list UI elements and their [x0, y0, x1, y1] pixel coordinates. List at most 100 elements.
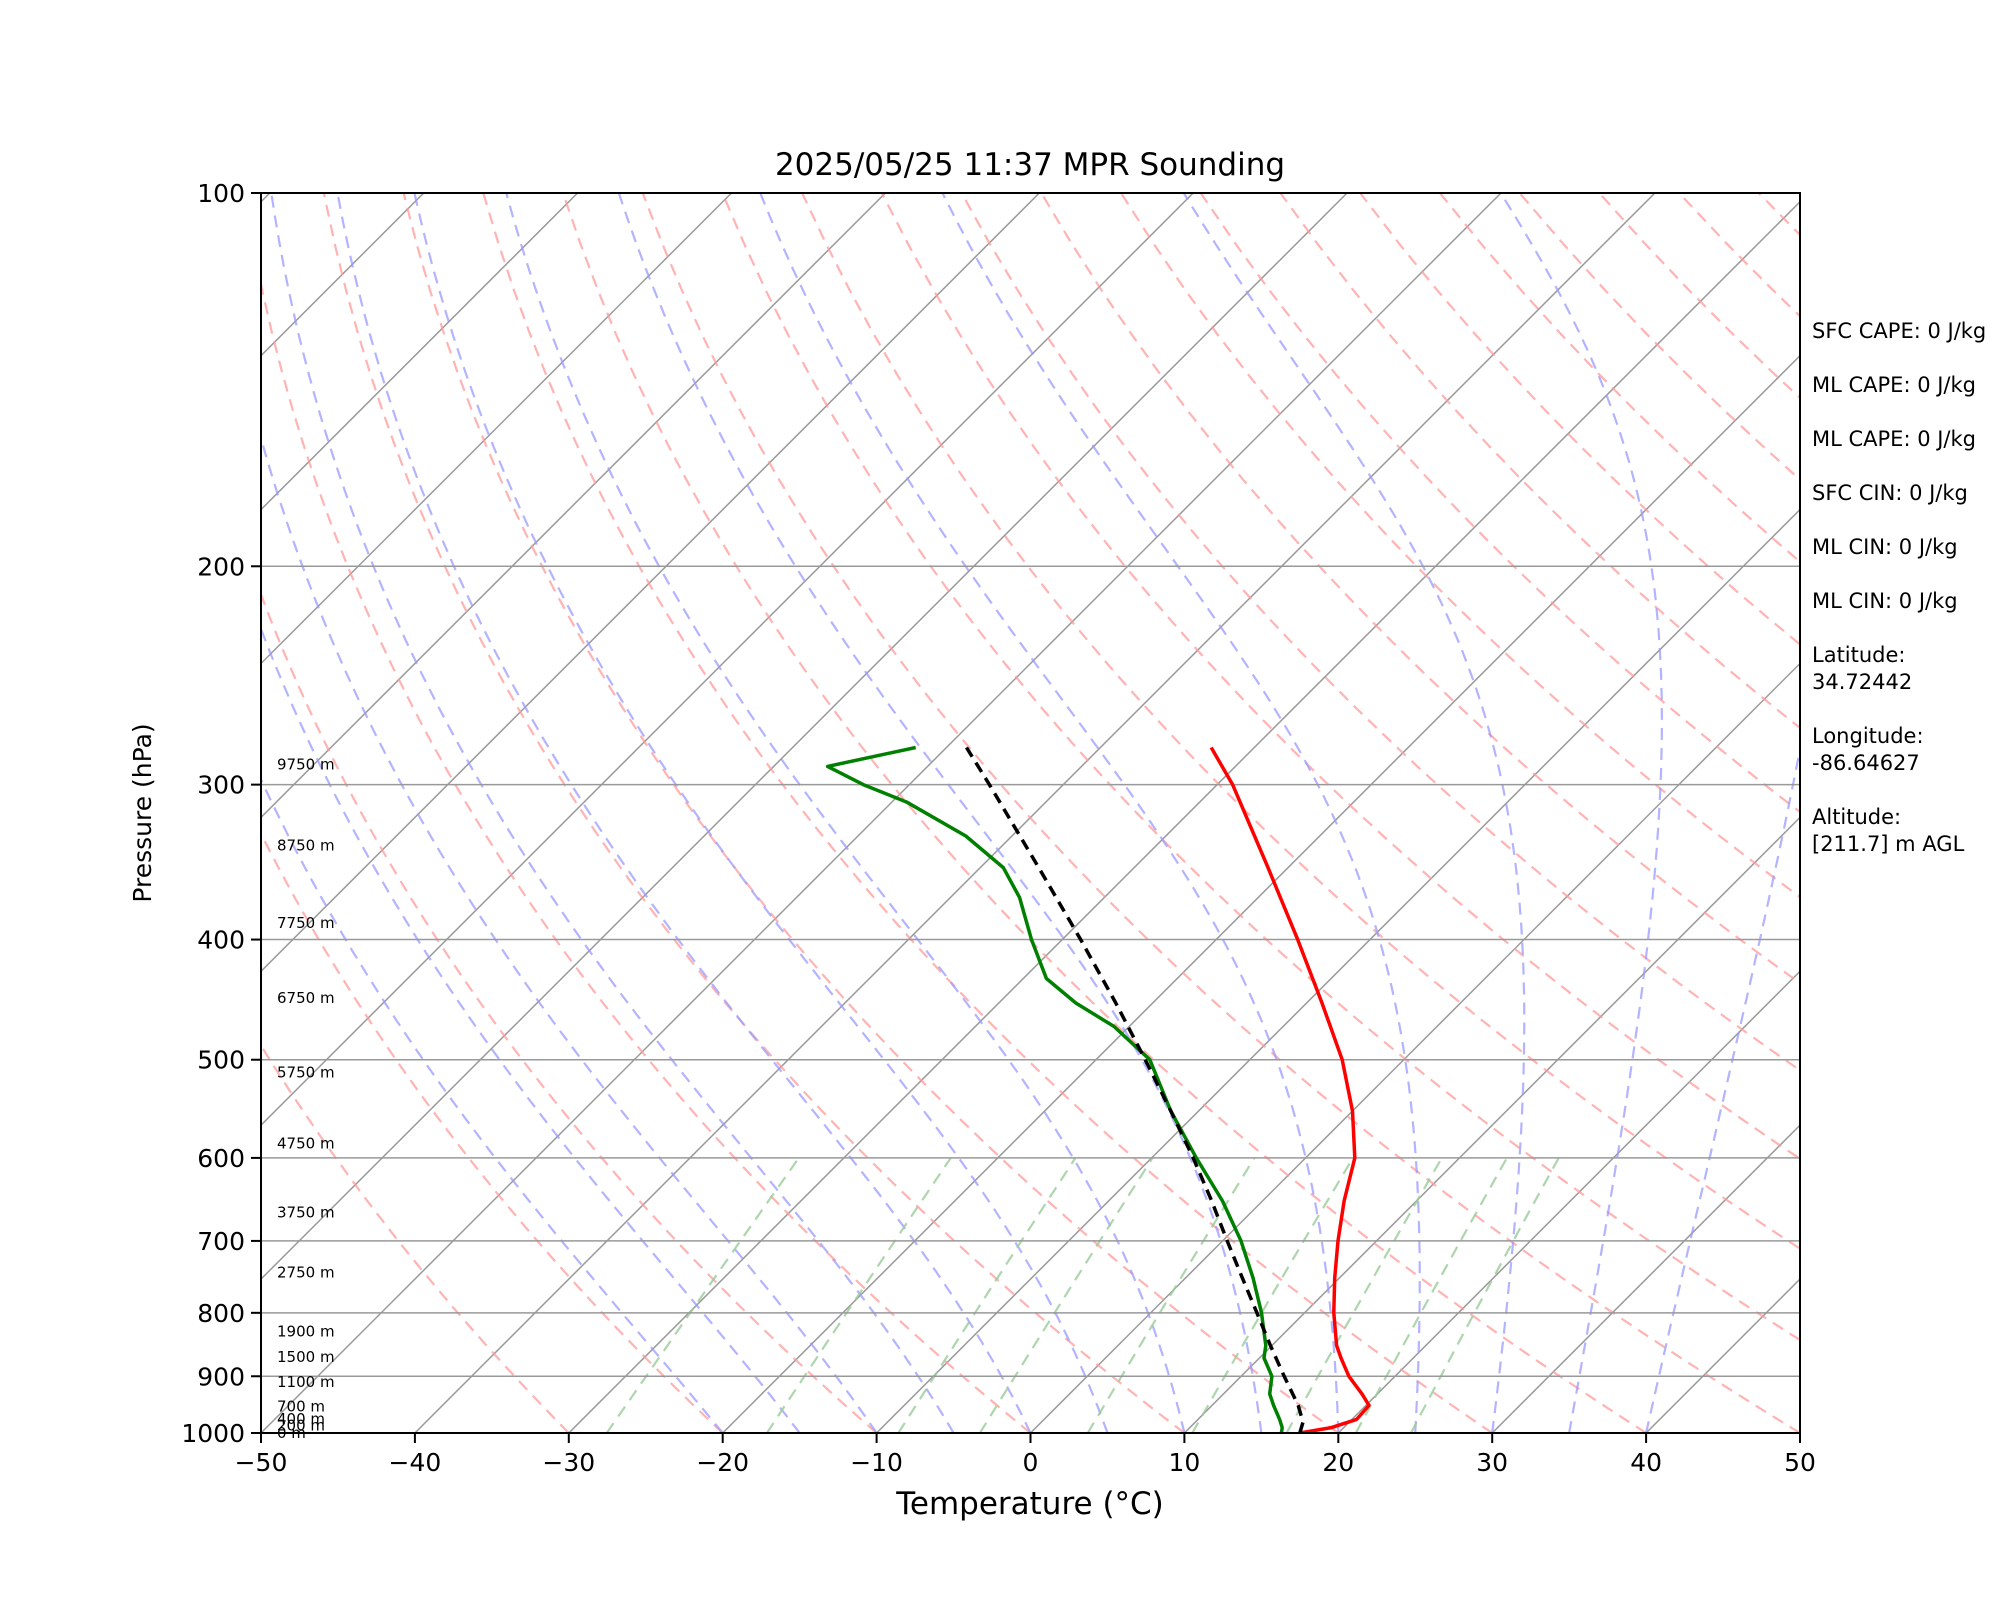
moist-adiabat — [505, 193, 1186, 1433]
isotherm-line — [1337, 970, 1800, 1433]
isotherm-line — [261, 193, 579, 511]
isotherm-line — [261, 193, 733, 665]
x-tick-label: 20 — [1322, 1448, 1354, 1477]
height-label: 700 m — [277, 1398, 325, 1416]
moist-adiabat — [336, 193, 1032, 1433]
moist-adiabat — [261, 626, 801, 1433]
height-label: 6750 m — [277, 989, 335, 1007]
dry-adiabat — [641, 193, 1800, 1433]
moist-adiabat — [941, 193, 1421, 1433]
dry-adiabat — [261, 1043, 570, 1433]
height-label: 200 m — [277, 1416, 325, 1434]
x-axis-label: Temperature (°C) — [895, 1486, 1164, 1522]
moist-adiabat — [270, 193, 955, 1433]
mixing-ratio-line — [1354, 1157, 1508, 1433]
dry-adiabat — [880, 193, 1800, 1161]
isotherm-line — [261, 193, 886, 819]
isotherm-line — [722, 354, 1800, 1433]
height-label: 0 m — [277, 1424, 306, 1442]
y-axis-label: Pressure (hPa) — [128, 723, 157, 902]
isotherm-line — [1029, 662, 1800, 1433]
dry-adiabat — [801, 193, 1800, 1250]
y-tick-label: 300 — [197, 771, 245, 800]
longitude-text: Longitude: -86.64627 — [1812, 724, 1924, 775]
moist-adiabat — [1182, 193, 1526, 1433]
mixing-ratio-line — [978, 1157, 1154, 1433]
moist-adiabat — [1499, 193, 1663, 1433]
mixing-ratio-line — [1410, 1157, 1560, 1433]
isotherm-line — [568, 200, 1800, 1433]
dry-adiabat — [322, 193, 1186, 1433]
ml-cape-text-2: ML CAPE: 0 J/kg — [1812, 427, 1977, 451]
x-tick-label: −20 — [696, 1448, 749, 1477]
dry-adiabat — [402, 193, 1339, 1433]
height-label: 400 m — [277, 1410, 325, 1428]
ml-cape-text: ML CAPE: 0 J/kg — [1812, 373, 1977, 397]
height-label: 8750 m — [277, 837, 335, 855]
profile-lines — [825, 745, 1371, 1433]
y-tick-label: 500 — [197, 1046, 245, 1075]
moist-adiabat — [413, 193, 1109, 1433]
dry-adiabat — [261, 591, 878, 1433]
height-label: 1100 m — [277, 1373, 335, 1391]
x-tick-label: 50 — [1784, 1448, 1816, 1477]
isotherm-line — [876, 508, 1800, 1433]
y-tick-label: 400 — [197, 926, 245, 955]
isotherm-line — [0, 193, 116, 1433]
height-label: 1900 m — [277, 1322, 335, 1340]
height-label: 4750 m — [277, 1134, 335, 1152]
y-tick-label: 900 — [197, 1362, 245, 1391]
x-tick-label: −30 — [542, 1448, 595, 1477]
profile-series-line — [965, 746, 1305, 1433]
moist-adiabat — [617, 193, 1263, 1433]
stats-panel: SFC CAPE: 0 J/kg ML CAPE: 0 J/kg ML CAPE… — [1812, 318, 2000, 885]
isotherm-line — [261, 193, 1040, 973]
profile-series-line — [825, 745, 1284, 1433]
dry-adiabat — [1120, 193, 1800, 899]
height-label: 7750 m — [277, 914, 335, 932]
mixing-ratio-line — [1191, 1157, 1354, 1433]
isotherm-line — [414, 193, 1656, 1433]
sfc-cin-text: SFC CIN: 0 J/kg — [1812, 481, 1968, 505]
height-label: 5750 m — [277, 1063, 335, 1081]
x-tick-label: 40 — [1630, 1448, 1662, 1477]
y-tick-label: 1000 — [181, 1419, 245, 1448]
y-tick-label: 700 — [197, 1227, 245, 1256]
mixing-ratio-line — [1086, 1157, 1256, 1433]
height-label: 3750 m — [277, 1203, 335, 1221]
moist-adiabat — [261, 433, 878, 1433]
x-tick-label: −50 — [235, 1448, 288, 1477]
mixing-ratio-line — [605, 1157, 800, 1433]
dry-adiabat — [1040, 193, 1800, 985]
isotherm-line — [1183, 816, 1800, 1433]
isotherm-line — [1491, 1124, 1800, 1433]
x-tick-label: −10 — [850, 1448, 903, 1477]
sfc-cape-text: SFC CAPE: 0 J/kg — [1812, 319, 1987, 343]
height-label: 2750 m — [277, 1263, 335, 1281]
mixing-ratio-line — [1285, 1157, 1443, 1433]
isotherm-line — [261, 193, 1502, 1433]
altitude-text: Altitude: [211.7] m AGL — [1812, 805, 1965, 856]
x-tick-label: 30 — [1476, 1448, 1508, 1477]
height-label: 9750 m — [277, 756, 335, 774]
dry-adiabat — [721, 193, 1800, 1342]
isotherm-line — [261, 193, 1194, 1127]
x-tick-label: −40 — [389, 1448, 442, 1477]
profile-series-line — [1209, 746, 1371, 1433]
moist-adiabat — [1645, 743, 1800, 1433]
axis-ticks: −50 −40 −30 −20 −10 0 10 20 30 40 50 100 200 300 400 50… — [181, 179, 1816, 1477]
dry-adiabat — [1199, 193, 1800, 814]
mixing-ratio-line — [765, 1157, 952, 1433]
plot-frame — [260, 192, 1801, 1434]
y-tick-label: 200 — [197, 552, 245, 581]
height-label: 1500 m — [277, 1348, 335, 1366]
moist-adiabat — [759, 193, 1340, 1433]
dry-adiabat — [261, 831, 724, 1433]
y-tick-label: 600 — [197, 1144, 245, 1173]
dry-adiabat — [482, 193, 1493, 1433]
dry-adiabat — [561, 193, 1647, 1433]
x-tick-label: 0 — [1023, 1448, 1039, 1477]
ml-cin-text-2: ML CIN: 0 J/kg — [1812, 589, 1958, 613]
